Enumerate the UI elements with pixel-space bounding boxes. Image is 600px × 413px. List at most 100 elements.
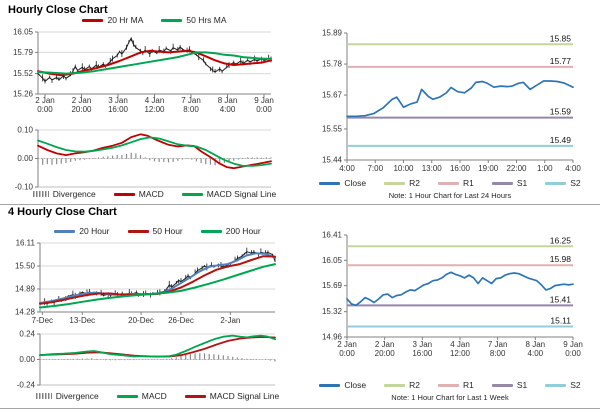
y-tick-label: 16.11: [16, 239, 36, 248]
legend-label: R1: [462, 380, 474, 390]
x-tick-label: 7:00: [367, 164, 383, 173]
legend-item-s1: S1: [491, 178, 528, 188]
four-hourly-pivot-legend: Close R2 R1 S1 S2: [300, 380, 600, 390]
legend-label: Close: [344, 178, 367, 188]
four_hourly_macd-plot: 0.24 0.00 -0.24: [17, 330, 276, 390]
y-tick-label: 15.50: [15, 262, 36, 271]
y-tick-label: -0.10: [15, 183, 34, 192]
y-tick-label: 15.78: [322, 60, 343, 69]
hourly_close-plot: 16.05 15.79 15.52 15.262 Jan 0:00 2 Jan 20:00 3…: [13, 28, 274, 115]
x-tick-label: 9 Jan 0:00: [254, 96, 274, 114]
line-swatch: [545, 181, 567, 185]
legend-label: 20 Hour: [79, 226, 110, 236]
four-hourly-pivot-note: Note: 1 Hour Chart for Last 1 Week: [391, 393, 509, 402]
y-tick-label: 15.55: [322, 124, 343, 133]
line-swatch: [116, 394, 138, 398]
legend-label: Close: [344, 380, 367, 390]
series-200-hour: [39, 263, 276, 309]
legend-label: R1: [462, 178, 474, 188]
x-tick-label: 1:00: [537, 164, 553, 173]
line-swatch: [161, 18, 183, 22]
legend-item-50-hrs-ma: 50 Hrs MA: [161, 15, 227, 25]
y-tick-label: 15.79: [13, 48, 34, 57]
y-tick-label: 16.41: [322, 231, 343, 240]
legend-label: Divergence: [55, 391, 99, 401]
legend-item-s1: S1: [491, 380, 527, 390]
legend-label: S2: [570, 178, 581, 188]
x-tick-label: 3 Jan 16:00: [412, 340, 433, 358]
legend-item-s2: S2: [545, 178, 581, 188]
legend-item-200-hour: 200 Hour: [200, 226, 261, 236]
x-tick-label: 7 Jan 8:00: [181, 96, 201, 114]
y-tick-label: 15.69: [322, 281, 343, 290]
y-tick-label: 15.26: [13, 90, 34, 99]
y-tick-label: 15.32: [322, 307, 343, 316]
hourly-pivot-chart: 15.89 15.78 15.67 15.55 15.44 15.85 15.77 15.59…: [300, 25, 600, 177]
legend-label: MACD: [141, 391, 167, 401]
bottom-divider: [0, 408, 600, 409]
hourly_pivot-plot: 15.89 15.78 15.67 15.55 15.44 15.85 15.77 15.59…: [322, 29, 581, 174]
series-close: [346, 271, 574, 307]
y-tick-label: 14.28: [15, 308, 36, 317]
line-swatch: [319, 383, 341, 387]
line-swatch: [437, 181, 459, 185]
x-tick-label: 7-Dec: [32, 316, 53, 325]
four_hourly_close-plot: 16.11 15.50 14.89 14.287-Dec 13-Dec 20-Dec 26-…: [15, 239, 276, 325]
y-tick-label: 16.05: [13, 28, 34, 37]
section-divider: [0, 204, 600, 205]
level-label-r2: 15.85: [550, 33, 572, 43]
hourly-pivot-legend: Close R2 R1 S1 S2: [300, 178, 600, 188]
line-swatch: [491, 181, 513, 185]
series-macd-signal-line: [37, 136, 272, 167]
four-hourly-chart-legend: 20 Hour 50 Hour 200 Hour: [40, 226, 275, 236]
x-tick-label: 2 Jan 0:00: [337, 340, 357, 358]
line-swatch: [545, 383, 567, 387]
y-tick-label: 0.00: [17, 154, 33, 163]
y-tick-label: 0.24: [19, 330, 35, 339]
x-tick-label: 4:00: [339, 164, 355, 173]
x-tick-label: 4 Jan 12:00: [450, 340, 471, 358]
level-label-s2: 15.49: [550, 135, 572, 145]
level-label-r2: 16.25: [550, 235, 572, 245]
x-tick-label: 22:00: [506, 164, 527, 173]
legend-label: S1: [516, 178, 528, 188]
x-tick-label: 3 Jan 16:00: [108, 96, 129, 114]
x-tick-label: 2 Jan 20:00: [375, 340, 396, 358]
x-tick-label: 13-Dec: [69, 316, 95, 325]
hourly-macd-chart: 0.10 0.00 -0.10: [0, 124, 300, 192]
legend-item-20-hour: 20 Hour: [54, 226, 110, 236]
hourly-close-chart: 16.05 15.79 15.52 15.26 2 Jan 0:00 2 Jan 20:00 3…: [0, 24, 300, 122]
line-swatch: [491, 383, 513, 387]
y-tick-label: 15.52: [13, 69, 34, 78]
series-50-hour: [39, 255, 276, 305]
line-swatch: [384, 181, 406, 185]
x-tick-label: 20-Dec: [128, 316, 154, 325]
legend-label: 200 Hour: [225, 226, 261, 236]
y-tick-label: 14.89: [15, 285, 36, 294]
hourly-chart-legend: 20 Hr MA 50 Hrs MA: [38, 15, 271, 25]
x-tick-label: 9 Jan 0:00: [563, 340, 583, 358]
line-swatch: [113, 192, 135, 196]
y-tick-label: 15.44: [322, 156, 343, 165]
hourly-pivot-note: Note: 1 Hour Chart for Last 24 Hours: [388, 191, 512, 200]
line-swatch: [82, 18, 104, 22]
four_hourly_pivot-plot: 16.41 16.05 15.69 15.32 14.96 16.25 15.98 15.41…: [322, 231, 583, 359]
legend-item-50-hour: 50 Hour: [127, 226, 183, 236]
legend-item-macd-signal-line: MACD Signal Line: [181, 189, 276, 199]
legend-item-r1: R1: [437, 178, 474, 188]
legend-item-close: Close: [319, 178, 366, 188]
level-label-r1: 15.77: [550, 56, 572, 66]
line-swatch: [184, 394, 206, 398]
four-hourly-pivot-chart: 16.41 16.05 15.69 15.32 14.96 16.25 15.98 15.41…: [300, 230, 600, 378]
legend-label: Divergence: [52, 189, 96, 199]
legend-label: MACD: [138, 189, 164, 199]
x-tick-label: 13:00: [422, 164, 443, 173]
level-label-r1: 15.98: [550, 254, 572, 264]
four-hourly-close-chart: 16.11 15.50 14.89 14.28 7-Dec 13-Dec 20-Dec 26-…: [0, 236, 300, 329]
hourly-chart-title: Hourly Close Chart: [8, 4, 108, 16]
x-tick-label: 8 Jan 4:00: [218, 96, 238, 114]
series-close: [346, 80, 574, 118]
x-tick-label: 10:00: [393, 164, 414, 173]
legend-item-divergence: Divergence: [32, 189, 96, 199]
level-label-s1: 15.59: [550, 107, 572, 117]
